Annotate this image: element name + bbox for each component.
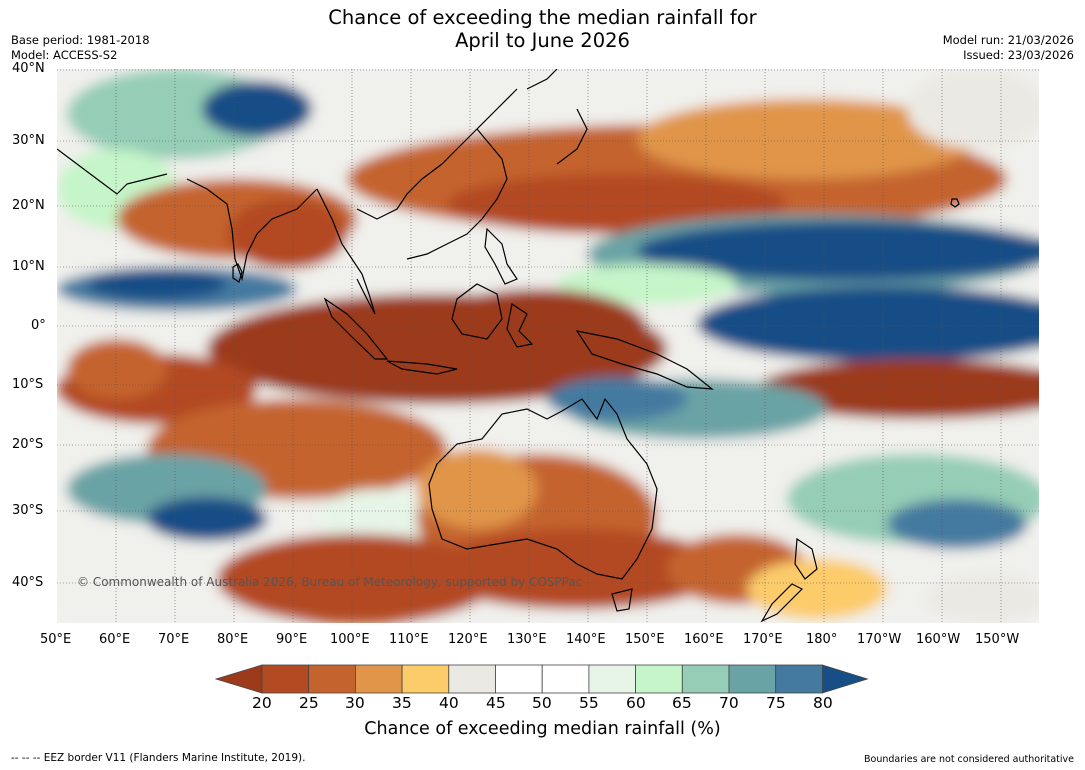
colorbar-tick-60: 60 — [626, 694, 646, 712]
colorbar-tick-80: 80 — [813, 694, 833, 712]
colorbar-extend-high — [822, 664, 869, 694]
colorbar-bin — [541, 664, 590, 694]
lat-label-40n: 40°N — [12, 61, 45, 76]
colorbar-tick-75: 75 — [766, 694, 786, 712]
colorbar-bin — [308, 664, 356, 694]
graticule — [57, 69, 1039, 623]
colorbar-bin — [728, 664, 777, 694]
base-period: Base period: 1981-2018 — [11, 33, 150, 47]
lon-label-160e: 160°E — [684, 632, 724, 647]
colorbar-bin — [401, 664, 450, 694]
lat-label-30s: 30°S — [12, 503, 44, 518]
lon-label-170w: 170°W — [857, 632, 902, 647]
lon-label-90e: 90°E — [276, 632, 308, 647]
colorbar-bin — [448, 664, 496, 694]
lon-label-150e: 150°E — [625, 632, 665, 647]
colorbar — [215, 664, 869, 694]
colorbar-bin — [681, 664, 730, 694]
boundaries-disclaimer: Boundaries are not considered authoritat… — [864, 754, 1074, 765]
lat-label-40s: 40°S — [12, 575, 44, 590]
lon-label-50e: 50°E — [40, 632, 72, 647]
colorbar-tick-25: 25 — [299, 694, 319, 712]
colorbar-bin — [775, 664, 823, 694]
lat-label-20n: 20°N — [12, 198, 45, 213]
colorbar-bin — [495, 664, 543, 694]
lat-label-30n: 30°N — [12, 133, 45, 148]
colorbar-tick-55: 55 — [579, 694, 599, 712]
lat-label-10s: 10°S — [12, 377, 44, 392]
colorbar-tick-20: 20 — [252, 694, 272, 712]
map-title-line1: Chance of exceeding the median rainfall … — [328, 6, 757, 29]
lon-label-140e: 140°E — [566, 632, 606, 647]
colorbar-tick-65: 65 — [672, 694, 692, 712]
lon-label-120e: 120°E — [448, 632, 488, 647]
colorbar-tick-35: 35 — [392, 694, 412, 712]
lon-label-70e: 70°E — [158, 632, 190, 647]
colorbar-bin — [635, 664, 683, 694]
map-canvas — [57, 69, 1039, 623]
lon-label-60e: 60°E — [99, 632, 131, 647]
colorbar-title: Chance of exceeding median rainfall (%) — [364, 719, 721, 739]
coastlines — [57, 69, 960, 623]
lon-label-180: 180° — [806, 632, 838, 647]
probability-field — [57, 69, 1039, 623]
rainfall-probability-map — [57, 69, 1039, 623]
model-run: Model run: 21/03/2026 — [942, 33, 1074, 47]
lat-label-equator: 0° — [31, 318, 46, 333]
lon-label-160w: 160°W — [916, 632, 961, 647]
lat-label-10n: 10°N — [12, 259, 45, 274]
eez-border-note: -- -- -- EEZ border V11 (Flanders Marine… — [11, 752, 306, 764]
model-name: Model: ACCESS-S2 — [11, 48, 118, 62]
colorbar-bin — [588, 664, 636, 694]
lon-label-130e: 130°E — [507, 632, 547, 647]
colorbar-extend-low — [215, 664, 263, 694]
lon-label-170e: 170°E — [743, 632, 783, 647]
colorbar-tick-40: 40 — [439, 694, 459, 712]
map-title-line2: April to June 2026 — [455, 29, 630, 52]
issued-date: Issued: 23/03/2026 — [963, 48, 1074, 62]
lon-label-100e: 100°E — [330, 632, 370, 647]
colorbar-bin — [261, 664, 310, 694]
lon-label-80e: 80°E — [217, 632, 249, 647]
colorbar-tick-30: 30 — [345, 694, 365, 712]
copyright-notice: © Commonwealth of Australia 2026, Bureau… — [77, 575, 583, 589]
lon-label-110e: 110°E — [389, 632, 429, 647]
colorbar-tick-45: 45 — [486, 694, 506, 712]
colorbar-tick-70: 70 — [719, 694, 739, 712]
lon-label-150w: 150°W — [975, 632, 1020, 647]
colorbar-tick-50: 50 — [532, 694, 552, 712]
lat-label-20s: 20°S — [12, 437, 44, 452]
colorbar-bin — [354, 664, 403, 694]
